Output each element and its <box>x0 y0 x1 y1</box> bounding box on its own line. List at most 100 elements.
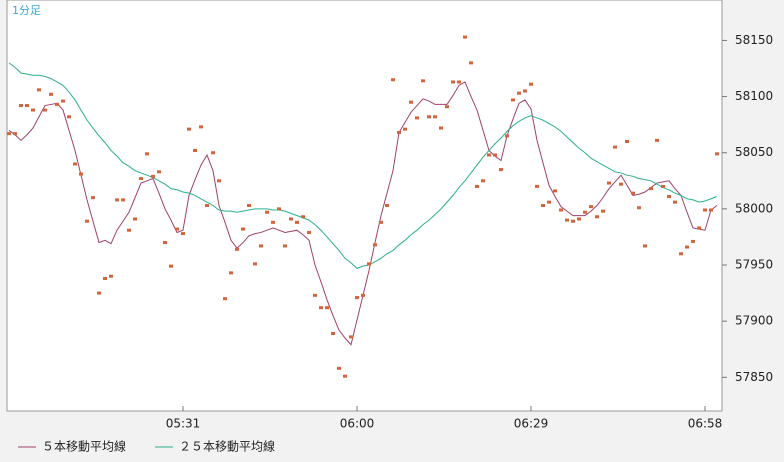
price-dot <box>295 220 299 224</box>
price-dot <box>595 215 599 219</box>
price-dot <box>505 134 509 138</box>
price-dot <box>427 115 431 119</box>
price-dot <box>199 125 203 129</box>
price-dot <box>529 82 533 86</box>
price-dot <box>403 127 407 131</box>
price-dot <box>25 104 29 108</box>
price-dot <box>409 100 413 104</box>
price-dot <box>145 152 149 156</box>
x-tick-label: 06:29 <box>514 417 549 431</box>
price-dot <box>499 168 503 172</box>
price-dot <box>367 262 371 266</box>
price-dot <box>649 187 653 191</box>
price-dot <box>37 88 41 92</box>
price-dot <box>631 191 635 195</box>
moving-average-line <box>8 62 718 269</box>
y-tick-label: 58000 <box>735 201 773 215</box>
price-dot <box>331 332 335 336</box>
price-dot <box>487 153 491 157</box>
price-dot <box>619 182 623 186</box>
price-dot <box>85 219 89 223</box>
price-dot <box>643 244 647 248</box>
price-dot <box>121 198 125 202</box>
y-tick-label: 58100 <box>735 89 773 103</box>
price-dot <box>139 177 143 181</box>
price-dot <box>265 210 269 214</box>
price-dot <box>559 208 563 212</box>
price-dot <box>79 172 83 176</box>
price-dot <box>685 245 689 249</box>
price-dot <box>511 98 515 102</box>
price-dot <box>541 204 545 207</box>
price-dot <box>169 264 173 268</box>
price-dot <box>397 131 401 135</box>
price-dot <box>187 127 191 131</box>
price-dot <box>523 89 527 93</box>
legend-label: ２５本移動平均線 <box>179 439 275 454</box>
price-dot <box>673 200 677 204</box>
price-dot <box>655 138 659 142</box>
price-dot <box>571 219 575 223</box>
price-dot <box>553 189 557 193</box>
chart-title: 1分足 <box>12 4 41 17</box>
price-dot <box>625 139 629 143</box>
price-dot <box>157 170 161 174</box>
price-dot <box>253 262 257 266</box>
x-tick-label: 05:31 <box>166 417 201 431</box>
price-dot <box>277 207 281 211</box>
price-dot <box>91 196 95 200</box>
price-dot <box>43 108 47 112</box>
price-dot <box>109 274 113 278</box>
price-dot <box>259 244 263 248</box>
price-dot <box>439 126 443 130</box>
price-dot <box>193 148 197 152</box>
price-dot <box>457 80 461 84</box>
price-dot <box>565 218 569 222</box>
price-dot <box>181 232 185 236</box>
price-dot <box>229 271 233 275</box>
plot-area <box>6 0 723 412</box>
price-dot <box>679 252 683 256</box>
price-dot <box>325 306 329 310</box>
price-dot <box>469 61 473 65</box>
price-dot <box>247 204 251 207</box>
price-dot <box>133 217 137 221</box>
price-dot <box>583 210 587 214</box>
price-dot <box>475 184 479 188</box>
price-dot <box>343 374 347 378</box>
price-dot <box>235 247 239 251</box>
price-dot <box>97 291 101 295</box>
price-dot <box>379 220 383 224</box>
price-dot <box>283 244 287 248</box>
price-dot <box>127 228 131 232</box>
y-tick-label: 57900 <box>735 314 773 328</box>
price-dot <box>271 220 275 224</box>
y-tick-label: 57850 <box>735 370 773 384</box>
price-dot <box>373 243 377 247</box>
price-dot <box>175 227 179 231</box>
price-dot <box>13 132 17 136</box>
price-dot <box>55 102 59 106</box>
price-dot <box>319 306 323 310</box>
price-dot <box>715 152 719 156</box>
price-dot <box>289 217 293 221</box>
price-dot <box>433 115 437 119</box>
price-dot <box>493 153 497 157</box>
price-dot <box>385 204 389 207</box>
y-tick-label: 58050 <box>735 145 773 159</box>
x-tick-label: 06:00 <box>340 417 375 431</box>
price-dot <box>19 104 23 108</box>
price-dot <box>349 335 353 339</box>
price-dot <box>217 179 221 183</box>
price-dot <box>697 226 701 230</box>
price-dot <box>661 184 665 188</box>
price-dot <box>709 208 713 212</box>
price-dot <box>115 198 119 202</box>
price-dot <box>463 35 467 39</box>
price-dot <box>613 145 617 149</box>
price-dot <box>481 179 485 183</box>
price-dot <box>589 205 593 209</box>
price-dot <box>49 92 53 96</box>
price-dot <box>241 227 245 231</box>
